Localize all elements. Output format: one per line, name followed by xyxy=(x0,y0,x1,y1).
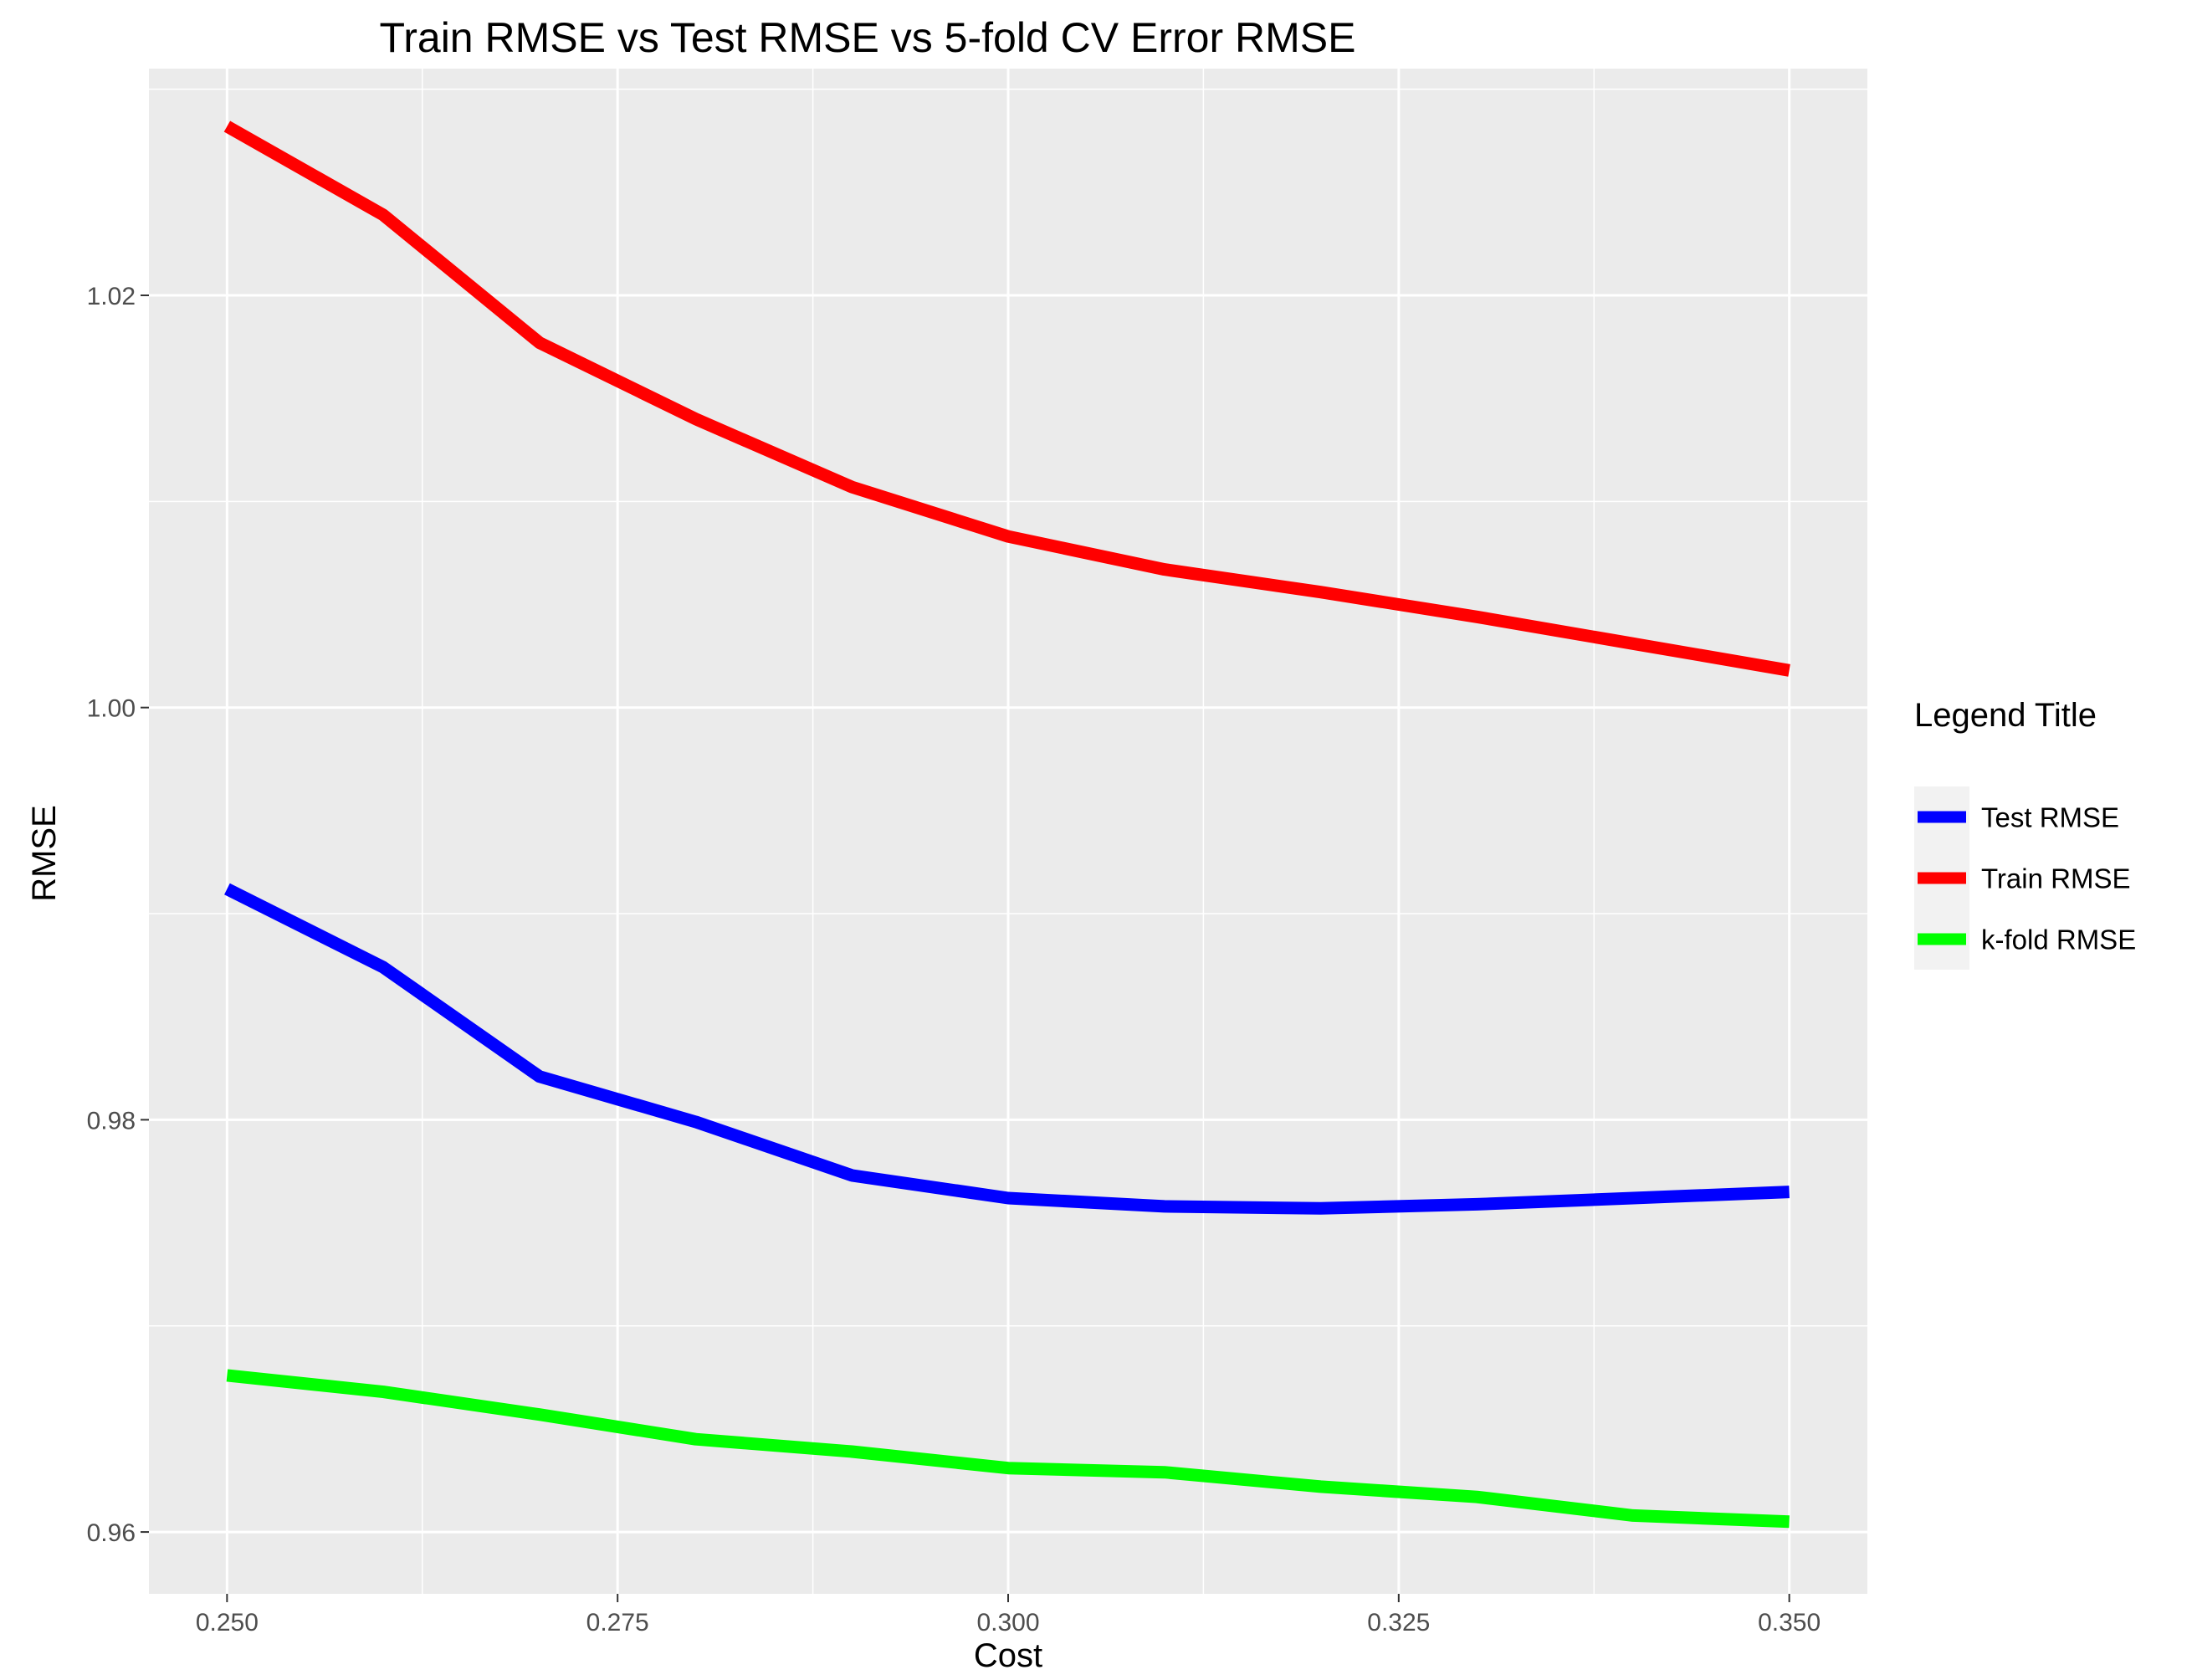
y-tick-label: 0.98 xyxy=(87,1107,136,1135)
y-axis-label: RMSE xyxy=(26,805,63,902)
y-axis: 0.96 0.98 1.00 1.02 xyxy=(87,283,149,1547)
y-tick-label: 1.02 xyxy=(87,283,136,310)
major-gridlines xyxy=(149,69,1867,1594)
legend-label-k-fold-rmse: k-fold RMSE xyxy=(1981,925,2136,955)
x-tick-label: 0.350 xyxy=(1758,1609,1821,1636)
y-tick-label: 1.00 xyxy=(87,695,136,723)
x-tick-label: 0.325 xyxy=(1367,1609,1430,1636)
legend: Legend Title Test RMSE Train RMSE k-fold R… xyxy=(1914,697,2136,970)
legend-label-test-rmse: Test RMSE xyxy=(1981,802,2119,833)
x-tick-label: 0.250 xyxy=(196,1609,259,1636)
series-line-train-rmse xyxy=(223,120,1790,677)
series-line-k-fold-rmse xyxy=(226,1369,1790,1529)
y-tick-label: 0.96 xyxy=(87,1519,136,1547)
x-tick-label: 0.275 xyxy=(586,1609,649,1636)
chart-title: Train RMSE vs Test RMSE vs 5-fold CV Err… xyxy=(380,14,1356,61)
x-axis-label: Cost xyxy=(974,1637,1042,1674)
legend-label-train-rmse: Train RMSE xyxy=(1981,863,2130,894)
x-tick-label: 0.300 xyxy=(976,1609,1039,1636)
series-line-test-rmse xyxy=(224,883,1790,1215)
legend-title: Legend Title xyxy=(1914,697,2097,734)
x-axis: 0.250 0.275 0.300 0.325 0.350 xyxy=(196,1594,1821,1636)
series-lines xyxy=(223,120,1790,1529)
